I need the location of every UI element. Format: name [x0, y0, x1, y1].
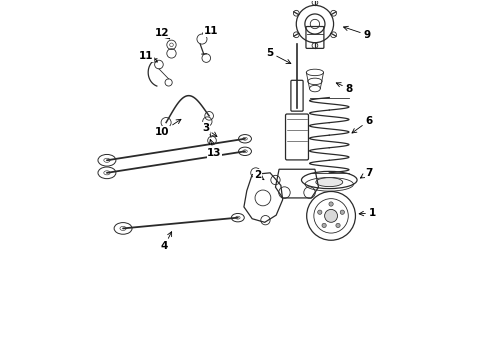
Text: 9: 9	[343, 26, 370, 40]
Circle shape	[324, 210, 338, 222]
Text: 2: 2	[254, 170, 264, 180]
Text: 7: 7	[360, 168, 372, 178]
Circle shape	[336, 223, 340, 228]
Text: 8: 8	[336, 83, 353, 94]
Text: 11: 11	[139, 51, 157, 62]
Circle shape	[340, 210, 344, 214]
Circle shape	[318, 210, 322, 214]
Text: 11: 11	[203, 26, 218, 36]
Text: 5: 5	[267, 48, 291, 63]
Text: 3: 3	[202, 123, 217, 136]
Text: 13: 13	[207, 139, 222, 158]
Text: 1: 1	[359, 208, 376, 218]
Text: 12: 12	[155, 28, 170, 39]
Text: 4: 4	[161, 232, 171, 251]
Circle shape	[329, 202, 333, 206]
Text: 10: 10	[155, 119, 181, 136]
Circle shape	[322, 223, 326, 228]
Ellipse shape	[316, 178, 343, 186]
Text: 6: 6	[352, 116, 372, 133]
